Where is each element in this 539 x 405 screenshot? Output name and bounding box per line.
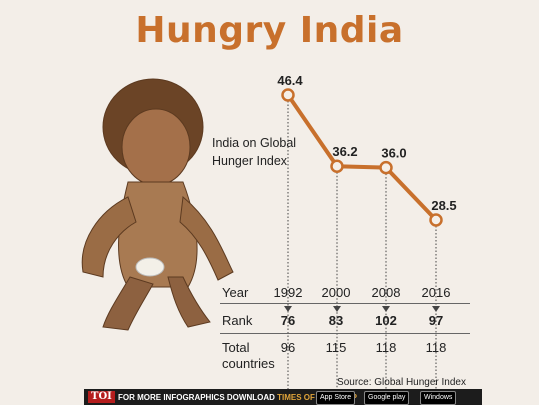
drop-marker [333, 306, 341, 312]
total-cell: 96 [280, 340, 296, 355]
total-cell: 118 [425, 340, 447, 355]
source-note: Source: Global Hunger Index [337, 377, 466, 388]
child-photo [81, 78, 234, 331]
row-label: Total [222, 340, 250, 355]
data-label: 36.2 [332, 144, 357, 159]
data-point [330, 159, 344, 173]
drop-marker [284, 306, 292, 312]
total-cell: 118 [375, 340, 397, 355]
year-cell: 1992 [273, 285, 303, 300]
table-rule [220, 303, 470, 304]
total-cell: 115 [325, 340, 347, 355]
rank-cell: 102 [375, 313, 397, 328]
data-point [379, 160, 393, 175]
year-cell: 2008 [371, 285, 401, 300]
data-point [429, 213, 443, 227]
data-label: 36.0 [381, 146, 406, 161]
series-line [286, 93, 438, 222]
app-store-badge[interactable]: App Store [316, 391, 356, 405]
toi-logo: TOI [88, 391, 115, 403]
google-play-badge[interactable]: Google play [364, 391, 410, 405]
data-label: 46.4 [277, 73, 303, 88]
rank-cell: 97 [428, 313, 444, 328]
footer-text: FOR MORE INFOGRAPHICS DOWNLOAD [118, 393, 275, 402]
row-label: Year [222, 285, 249, 300]
row-label: Rank [222, 313, 253, 328]
drop-marker [382, 306, 390, 312]
year-cell: 2000 [321, 285, 351, 300]
table-rule [220, 333, 470, 334]
chart-title: India on Global Hunger Index [212, 136, 297, 168]
year-cell: 2016 [421, 285, 451, 300]
rank-cell: 83 [328, 313, 344, 328]
page-title: Hungry India [135, 10, 404, 51]
data-label: 28.5 [431, 198, 456, 213]
windows-badge[interactable]: Windows [420, 391, 457, 405]
rank-cell: 76 [280, 313, 296, 328]
drop-marker [432, 306, 440, 312]
row-label: countries [222, 356, 275, 371]
data-point [281, 88, 295, 102]
